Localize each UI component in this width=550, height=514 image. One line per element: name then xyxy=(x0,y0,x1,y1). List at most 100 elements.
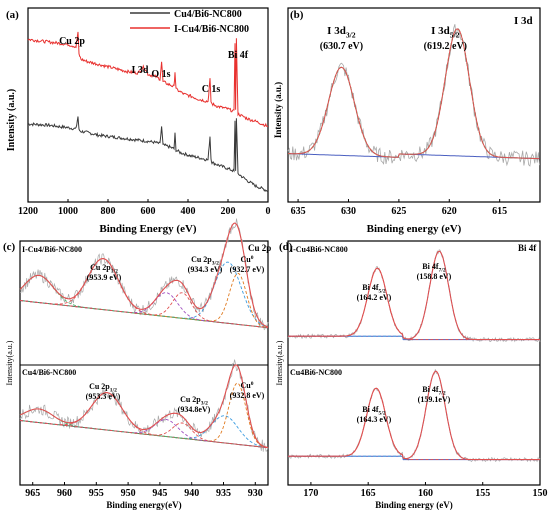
panel-b-curves xyxy=(287,24,540,167)
panel-c-tick-label: 935 xyxy=(216,488,231,499)
panel-c-label: (c) xyxy=(3,241,16,253)
peak-label: Bi 4f5/2 xyxy=(362,283,386,294)
fit-curve xyxy=(288,250,540,341)
panel-d-curves xyxy=(287,249,541,463)
component-curve xyxy=(19,420,269,449)
panel-a-annotation: C 1s xyxy=(202,84,221,95)
panel-a-ylabel: Intensity (a.u.) xyxy=(6,89,17,152)
panel-c-curves xyxy=(19,218,269,452)
panel-d-bottom-label: Cu4Bi6-NC800 xyxy=(290,368,342,377)
panel-a-annotation: Cu 2p xyxy=(59,36,85,47)
panel-a: (a) Intensity (a.u.) Binding Energy (eV)… xyxy=(6,7,271,235)
peak-label: Cu0 xyxy=(241,381,254,390)
panel-a-ticks: 1200 1000 800 600 400 200 0 xyxy=(18,199,271,217)
peak-value: (932.7 eV) xyxy=(230,265,265,274)
panel-b-peak-label: I 3d5/2 xyxy=(431,25,460,39)
panel-d-ticks: 170 165 160 155 150 xyxy=(303,482,548,499)
peak-label: Cu 2p3/2 xyxy=(191,255,219,266)
panel-b-title: I 3d xyxy=(514,15,533,27)
fit-curve xyxy=(19,364,269,448)
panel-a-label: (a) xyxy=(6,9,19,21)
panel-a-legend: Cu4/Bi6-NC800 I-Cu4/Bi6-NC800 xyxy=(130,9,249,35)
component-curve xyxy=(19,292,269,329)
panel-b-peak-value: (619.2 eV) xyxy=(424,41,467,52)
component-curve xyxy=(19,273,269,329)
peak-value: (953.9 eV) xyxy=(87,273,122,282)
panel-d-label: (d) xyxy=(279,241,293,253)
panel-d-tick-label: 160 xyxy=(418,488,433,499)
raw-curve xyxy=(287,249,541,343)
peak-label: Bi 4f7/2 xyxy=(422,262,446,273)
panel-a-xlabel: Binding Energy (eV) xyxy=(99,223,197,235)
peak-label: Cu0 xyxy=(241,255,254,264)
panel-a-series-i-cu4bi6 xyxy=(27,31,268,127)
peak-value: (953.3 eV) xyxy=(86,392,121,401)
panel-a-tick-label: 800 xyxy=(101,206,116,217)
panel-c-tick-label: 945 xyxy=(152,488,167,499)
peak-label: Bi 4f7/2 xyxy=(422,385,446,396)
panel-b-ylabel: Intensity (a.u.) xyxy=(273,82,283,138)
peak-value: (164.2 eV) xyxy=(357,293,392,302)
panel-b-peak-value: (630.7 eV) xyxy=(320,41,363,52)
fit-curve xyxy=(19,222,269,328)
panel-b-tick-label: 620 xyxy=(442,206,457,217)
panel-d: (d) Bi 4f Intensity(a.u.) Binding energy… xyxy=(275,240,548,510)
component-curve xyxy=(288,387,540,461)
panel-c-tick-label: 960 xyxy=(57,488,72,499)
peak-label: Bi 4f5/2 xyxy=(362,405,386,416)
peak-value: (932.8 eV) xyxy=(230,391,265,400)
panel-d-title: Bi 4f xyxy=(518,243,537,253)
panel-b-tick-label: 635 xyxy=(291,206,306,217)
panel-c-annotations: Cu 2p1/2(953.9 eV)Cu 2p3/2(934.3 eV)Cu0(… xyxy=(86,255,265,414)
panel-a-series-cu4bi6 xyxy=(27,116,269,192)
panel-d-tick-label: 155 xyxy=(475,488,490,499)
peak-value: (934.3 eV) xyxy=(188,265,223,274)
panel-d-tick-label: 150 xyxy=(533,488,548,499)
panel-c-xlabel: Binding energy(eV) xyxy=(106,500,181,510)
panel-a-tick-label: 400 xyxy=(181,206,196,217)
legend-label-cu4bi6: Cu4/Bi6-NC800 xyxy=(174,9,242,20)
panel-d-tick-label: 165 xyxy=(361,488,376,499)
panel-c-title: Cu 2p xyxy=(248,243,271,253)
peak-label: Cu 2p3/2 xyxy=(180,395,208,406)
panel-a-annotations: Cu 2p I 3d O 1s C 1s Bi 4f xyxy=(59,36,249,95)
component-curve xyxy=(19,292,269,329)
panel-b-ticks: 635 630 625 620 615 xyxy=(291,199,507,217)
panel-b: (b) I 3d Intensity (a.u.) Binding energy… xyxy=(273,7,541,235)
panel-c-tick-label: 940 xyxy=(184,488,199,499)
panel-b-label: (b) xyxy=(290,9,304,21)
panel-d-ylabel: Intensity(a.u.) xyxy=(275,340,284,385)
panel-d-tick-label: 170 xyxy=(303,488,318,499)
panel-c-tick-label: 930 xyxy=(248,488,263,499)
panel-c-frame xyxy=(19,240,269,486)
panel-a-annotation: Bi 4f xyxy=(228,50,249,61)
panel-c-ticks: 965 960 955 950 945 940 935 930 xyxy=(25,482,263,499)
panel-b-peak-label: I 3d3/2 xyxy=(327,25,356,39)
panel-b-annotations: I 3d3/2 (630.7 eV) I 3d5/2 (619.2 eV) xyxy=(320,25,467,52)
panel-a-annotation: O 1s xyxy=(151,69,170,80)
panel-d-annotations: Bi 4f5/2(164.2 eV)Bi 4f7/2(158.8 eV)Bi 4… xyxy=(357,262,452,424)
panel-d-frame xyxy=(287,240,541,486)
panel-b-tick-label: 630 xyxy=(341,206,356,217)
component-curve xyxy=(288,250,540,341)
peak-value: (158.8 eV) xyxy=(417,272,452,281)
panel-a-tick-label: 600 xyxy=(141,206,156,217)
panel-b-xlabel: Binding energy (eV) xyxy=(367,223,462,235)
peak-value: (934.8eV) xyxy=(178,405,211,414)
panel-a-tick-label: 200 xyxy=(221,206,236,217)
panel-d-xlabel: Binding energy (eV) xyxy=(375,500,453,510)
panel-c-tick-label: 950 xyxy=(121,488,136,499)
panel-c-tick-label: 965 xyxy=(25,488,40,499)
peak-value: (159.1eV) xyxy=(418,395,451,404)
panel-c: (c) Cu 2p Intensity(a.u.) Binding energy… xyxy=(3,218,271,510)
panel-b-frame xyxy=(287,7,541,203)
panel-b-tick-label: 625 xyxy=(391,206,406,217)
legend-label-i-cu4bi6: I-Cu4/Bi6-NC800 xyxy=(174,24,249,35)
panel-a-tick-label: 1000 xyxy=(58,206,78,217)
fit-curve xyxy=(288,370,540,461)
component-curve xyxy=(288,370,540,461)
peak-label: Cu 2p1/2 xyxy=(89,382,117,393)
panel-c-ylabel: Intensity(a.u.) xyxy=(5,340,14,385)
panel-c-tick-label: 955 xyxy=(89,488,104,499)
